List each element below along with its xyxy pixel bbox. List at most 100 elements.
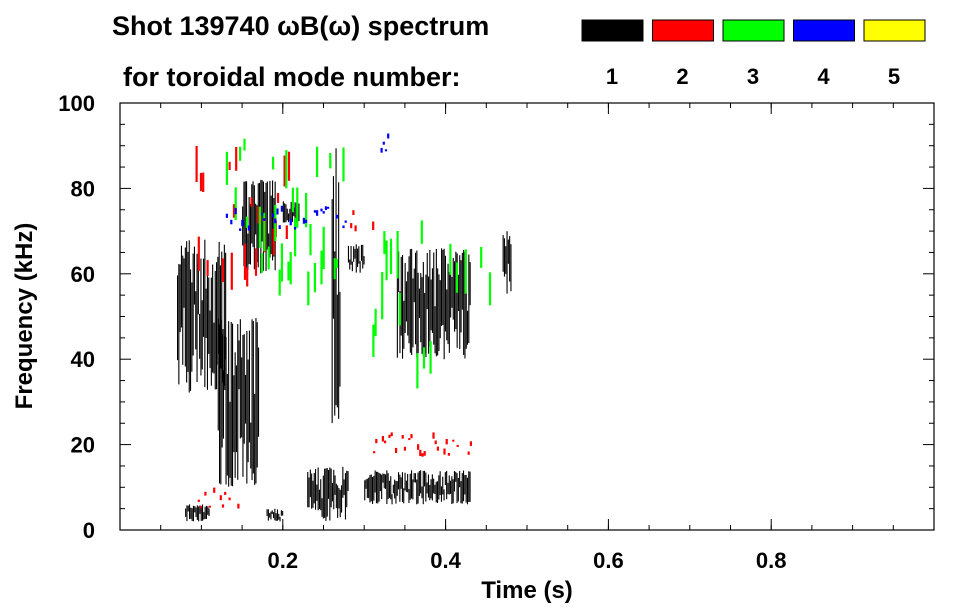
spectral-streak [324, 468, 326, 518]
spectral-streak [452, 439, 455, 442]
spectral-streak [208, 508, 210, 516]
spectral-streak [431, 474, 433, 501]
spectral-patch [372, 220, 492, 389]
spectral-streak [205, 505, 207, 519]
chart-title-line1: Shot 139740 ωB(ω) spectrum [112, 11, 489, 41]
spectral-streak [455, 471, 457, 482]
spectral-streak [424, 470, 426, 487]
spectral-streak [411, 248, 413, 355]
spectral-streak [420, 220, 423, 244]
spectral-streak [330, 468, 332, 508]
spectral-streak [388, 434, 391, 438]
spectral-streak [328, 470, 330, 499]
spectral-streak [507, 239, 509, 264]
spectral-streak [392, 484, 394, 494]
spectral-patch [347, 244, 365, 273]
spectral-streak [289, 252, 292, 285]
legend-label-3: 3 [747, 64, 759, 89]
spectral-streak [385, 240, 388, 281]
spectral-streak [437, 268, 439, 356]
spectral-streak [235, 147, 238, 171]
legend-swatch-2 [652, 19, 714, 42]
y-tick-label: 80 [71, 176, 95, 201]
series-n=4 [225, 133, 390, 231]
spectral-streak [383, 473, 385, 489]
spectral-streak [430, 479, 432, 499]
spectral-streak [394, 479, 396, 499]
spectral-streak [246, 331, 248, 484]
spectral-streak [355, 244, 357, 273]
spectral-streak [409, 473, 411, 500]
spectral-streak [221, 258, 225, 282]
spectral-streak [372, 324, 375, 357]
spectral-streak [272, 180, 274, 261]
spectral-streak [509, 236, 511, 282]
spectral-streak [407, 473, 409, 493]
spectral-streak [417, 444, 420, 450]
spectral-streak [430, 279, 432, 331]
y-axis-title: Frequency (kHz) [11, 223, 38, 410]
spectral-streak [191, 508, 193, 521]
spectral-patch [195, 146, 291, 290]
spectral-streak [195, 146, 198, 182]
spectral-streak [273, 512, 275, 519]
spectral-streak [216, 262, 218, 390]
spectral-streak [329, 467, 331, 521]
spectral-streak [238, 340, 240, 390]
spectral-streak [229, 401, 231, 478]
spectral-streak [273, 198, 275, 257]
spectral-streak [388, 480, 390, 498]
spectral-streak [467, 310, 469, 345]
spectral-streak [200, 258, 202, 376]
series-n=3 [225, 138, 492, 389]
spectral-streak [333, 258, 336, 280]
spectral-streak [243, 138, 246, 151]
spectral-patch [350, 210, 375, 232]
spectral-streak [204, 506, 206, 519]
spectral-streak [313, 473, 315, 504]
spectral-streak [359, 261, 361, 273]
spectral-streak [183, 258, 185, 308]
spectral-streak [220, 319, 222, 485]
spectral-streak [421, 486, 423, 499]
spectral-streak [296, 187, 299, 228]
spectral-streak [469, 262, 471, 306]
spectral-streak [402, 255, 404, 359]
spectral-streak [344, 220, 347, 223]
spectral-streak [185, 508, 187, 517]
spectral-streak [488, 272, 492, 306]
spectral-streak [463, 250, 465, 355]
spectral-streak [239, 319, 241, 439]
spectral-streak [429, 341, 432, 374]
spectral-streak [433, 252, 435, 345]
spectral-streak [225, 337, 227, 485]
spectral-streak [192, 253, 194, 356]
spectral-streak [320, 250, 323, 285]
spectral-streak [224, 491, 227, 495]
spectral-streak [338, 182, 340, 419]
spectral-streak [405, 480, 407, 492]
spectral-patch [502, 231, 512, 294]
spectral-streak [439, 280, 441, 339]
spectral-streak [373, 451, 376, 454]
spectral-streak [248, 197, 250, 265]
spectral-streak [450, 480, 452, 494]
legend: 1 2 3 4 5 [581, 19, 926, 89]
spectral-streak [239, 146, 242, 161]
spectral-streak [347, 471, 349, 491]
spectral-streak [320, 208, 323, 212]
spectral-streak [272, 228, 275, 256]
spectral-streak [414, 473, 416, 483]
spectral-streak [207, 506, 209, 515]
spectral-streak [212, 264, 214, 373]
spectral-streak [267, 509, 269, 521]
spectral-streak [370, 474, 372, 502]
spectral-streak [339, 291, 341, 387]
spectral-streak [255, 318, 257, 484]
spectral-streak [197, 499, 200, 502]
spectral-streak [350, 223, 353, 229]
spectral-streak [321, 498, 323, 517]
spectral-streak [289, 208, 291, 221]
spectral-streak [353, 246, 355, 262]
spectral-streak [190, 507, 192, 519]
